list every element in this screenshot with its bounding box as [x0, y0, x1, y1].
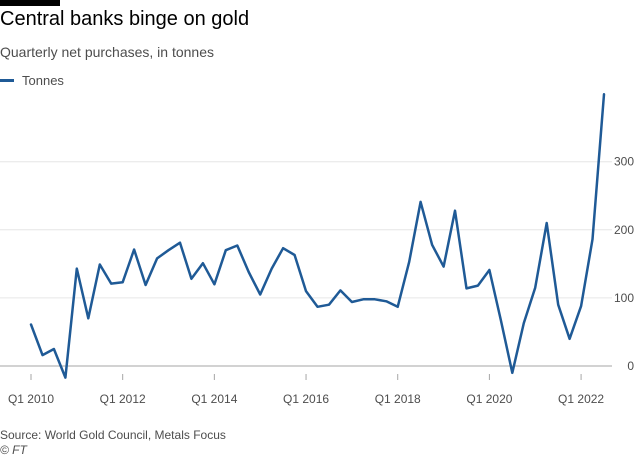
- y-tick-label: 100: [614, 291, 634, 305]
- x-tick-label: Q1 2018: [375, 392, 421, 406]
- y-tick-label: 300: [614, 155, 634, 169]
- y-tick-label: 200: [614, 223, 634, 237]
- legend-swatch: [0, 79, 14, 82]
- y-axis: 0 100 200 300: [614, 155, 634, 373]
- x-axis: Q1 2010 Q1 2012 Q1 2014 Q1 2016 Q1 2018 Q1 20…: [8, 374, 604, 406]
- legend-label: Tonnes: [22, 73, 64, 88]
- legend: Tonnes: [0, 73, 64, 88]
- ft-credit: © FT: [0, 443, 27, 457]
- chart-title: Central banks binge on gold: [0, 8, 250, 30]
- ft-top-bar: [0, 0, 60, 6]
- series-layer: [29, 93, 606, 379]
- series-line-tonnes: [29, 93, 606, 379]
- source-note: Source: World Gold Council, Metals Focus: [0, 428, 226, 442]
- x-tick-label: Q1 2012: [100, 392, 146, 406]
- x-tick-label: Q1 2020: [466, 392, 512, 406]
- x-tick-label: Q1 2022: [558, 392, 604, 406]
- x-tick-label: Q1 2016: [283, 392, 329, 406]
- x-tick-label: Q1 2014: [191, 392, 237, 406]
- y-tick-label: 0: [627, 359, 634, 373]
- chart-subtitle: Quarterly net purchases, in tonnes: [0, 44, 215, 60]
- x-tick-label: Q1 2010: [8, 392, 54, 406]
